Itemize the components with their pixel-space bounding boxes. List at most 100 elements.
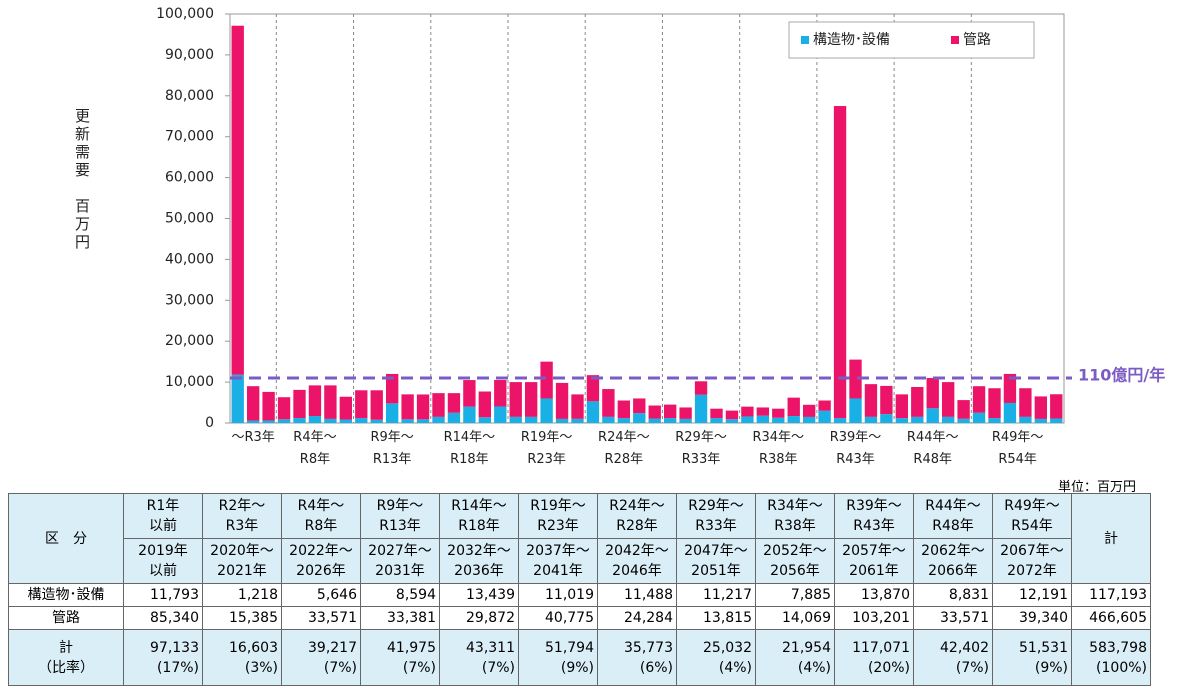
- plot-frame: [229, 13, 1065, 424]
- bar-segment: [818, 400, 831, 411]
- bar-segment: [926, 378, 939, 409]
- x-tick-label: R29年～ R33年: [675, 430, 727, 467]
- chart: 0 10,000 20,000 30,000 40,000 50,000 60,000 70,…: [156, 6, 1165, 431]
- bar-segment: [509, 382, 522, 417]
- cell-text: (4%): [718, 659, 752, 676]
- bar-segment: [1034, 418, 1048, 423]
- bar-segment: [355, 418, 368, 423]
- bar-segment: [679, 418, 692, 423]
- x-tick-label: R4年～ R8年: [293, 430, 337, 467]
- y-tick-label: 0: [205, 415, 214, 431]
- bar-segment: [926, 408, 939, 423]
- bar-segment: [694, 381, 708, 395]
- bar-segment: [231, 25, 244, 375]
- bar-segment: [262, 420, 275, 423]
- x-tick-label: R24年～ R28年: [598, 430, 650, 467]
- y-tick-label: 20,000: [165, 333, 214, 349]
- bar-segment: [710, 408, 723, 419]
- bar-segment: [401, 419, 414, 423]
- bar-segment: [1019, 388, 1032, 417]
- x-tick-label: R44年～ R48年: [906, 430, 959, 467]
- bar-segment: [864, 384, 878, 417]
- x-tick-label: R9年～ R13年: [370, 430, 414, 467]
- bar-segment: [540, 398, 553, 423]
- bar-segment: [694, 394, 708, 423]
- bar-segment: [555, 418, 569, 423]
- cell-text: (100%): [1096, 659, 1147, 676]
- table-cell: R39年～ R43年: [834, 493, 914, 539]
- table-cell: 7,885: [755, 583, 835, 607]
- table-cell: 2037年～ 2041年: [518, 538, 598, 584]
- table-cell: 13,815: [676, 606, 756, 630]
- table-cell: 117,193: [1071, 583, 1151, 607]
- bar-segment: [895, 418, 909, 423]
- x-tick-label: R19年～ R23年: [520, 430, 573, 467]
- table-cell: 2052年～ 2056年: [755, 538, 835, 584]
- bar-segment: [633, 413, 646, 423]
- table-cell: R19年～ R23年: [518, 493, 598, 539]
- table-cell: 25,032 (4%): [676, 629, 756, 686]
- cell-text: 35,773: [624, 639, 673, 656]
- y-tick-label: 90,000: [165, 47, 214, 63]
- data-table: 区 分 R1年 以前 R2年～ R3年 R4年～ R8年 R9年～ R13年 R14年～ …: [8, 493, 1151, 686]
- bar-segment: [679, 407, 692, 419]
- bar-segment: [648, 418, 661, 423]
- table-cell: 13,870: [834, 583, 914, 607]
- bar-segment: [756, 407, 770, 416]
- table-cell: 2062年～ 2066年: [913, 538, 993, 584]
- cell-text: 25,032: [703, 639, 752, 656]
- y-tick-label: 40,000: [165, 251, 214, 267]
- table-cell: 583,798 (100%): [1071, 629, 1151, 686]
- bar-segment: [648, 405, 661, 419]
- bar-segment: [972, 386, 986, 413]
- legend-label: 構造物･設備: [813, 32, 890, 48]
- bar-segment: [617, 418, 631, 423]
- cell-text: (3%): [244, 659, 278, 676]
- x-tick-label: ～R3年: [231, 430, 275, 445]
- y-tick-label: 80,000: [165, 88, 214, 104]
- bar-segment: [772, 408, 785, 418]
- table-cell: 管路: [8, 606, 124, 630]
- table-cell: 2057年～ 2061年: [834, 538, 914, 584]
- bar-segment: [246, 420, 260, 423]
- y-axis-label: 更新需要 百万円: [73, 108, 91, 252]
- table-cell: 8,594: [360, 583, 440, 607]
- bar-segment: [741, 416, 754, 423]
- table-cell: 33,571: [281, 606, 361, 630]
- cell-text: 97,133: [150, 639, 199, 656]
- cell-text: 43,311: [466, 639, 515, 656]
- bar-segment: [833, 106, 847, 419]
- table-cell: 51,794 (9%): [518, 629, 598, 686]
- table-cell: 11,217: [676, 583, 756, 607]
- bar-segment: [957, 400, 970, 419]
- bar-segment: [277, 397, 291, 420]
- table-cell: R2年～ R3年: [202, 493, 282, 539]
- bar-segment: [370, 390, 383, 420]
- bar-segment: [633, 398, 646, 414]
- bar-segment: [880, 385, 893, 415]
- bar-segment: [494, 406, 507, 423]
- table-cell: 29,872: [439, 606, 519, 630]
- bar-segment: [849, 359, 862, 399]
- cell-text: 42,402: [940, 639, 989, 656]
- table-cell: 39,340: [992, 606, 1072, 630]
- legend-box: [788, 21, 1035, 59]
- bar-segment: [988, 388, 1001, 419]
- bar-segment: [308, 385, 322, 417]
- table-cell: 15,385: [202, 606, 282, 630]
- table-cell: 11,793: [123, 583, 203, 607]
- cell-text: 41,975: [387, 639, 436, 656]
- bar-segment: [895, 394, 909, 419]
- table-cell: 33,381: [360, 606, 440, 630]
- bar-segment: [911, 416, 924, 423]
- table-cell: 13,439: [439, 583, 519, 607]
- table-cell: 14,069: [755, 606, 835, 630]
- y-tick-label: 70,000: [165, 129, 214, 145]
- table-cell: 97,133 (17%): [123, 629, 203, 686]
- legend: 構造物･設備 管路: [788, 21, 1035, 59]
- bar-segment: [509, 416, 522, 423]
- table-cell: 2019年 以前: [123, 538, 203, 584]
- bar-segment: [725, 419, 739, 423]
- bar-segment: [231, 374, 244, 423]
